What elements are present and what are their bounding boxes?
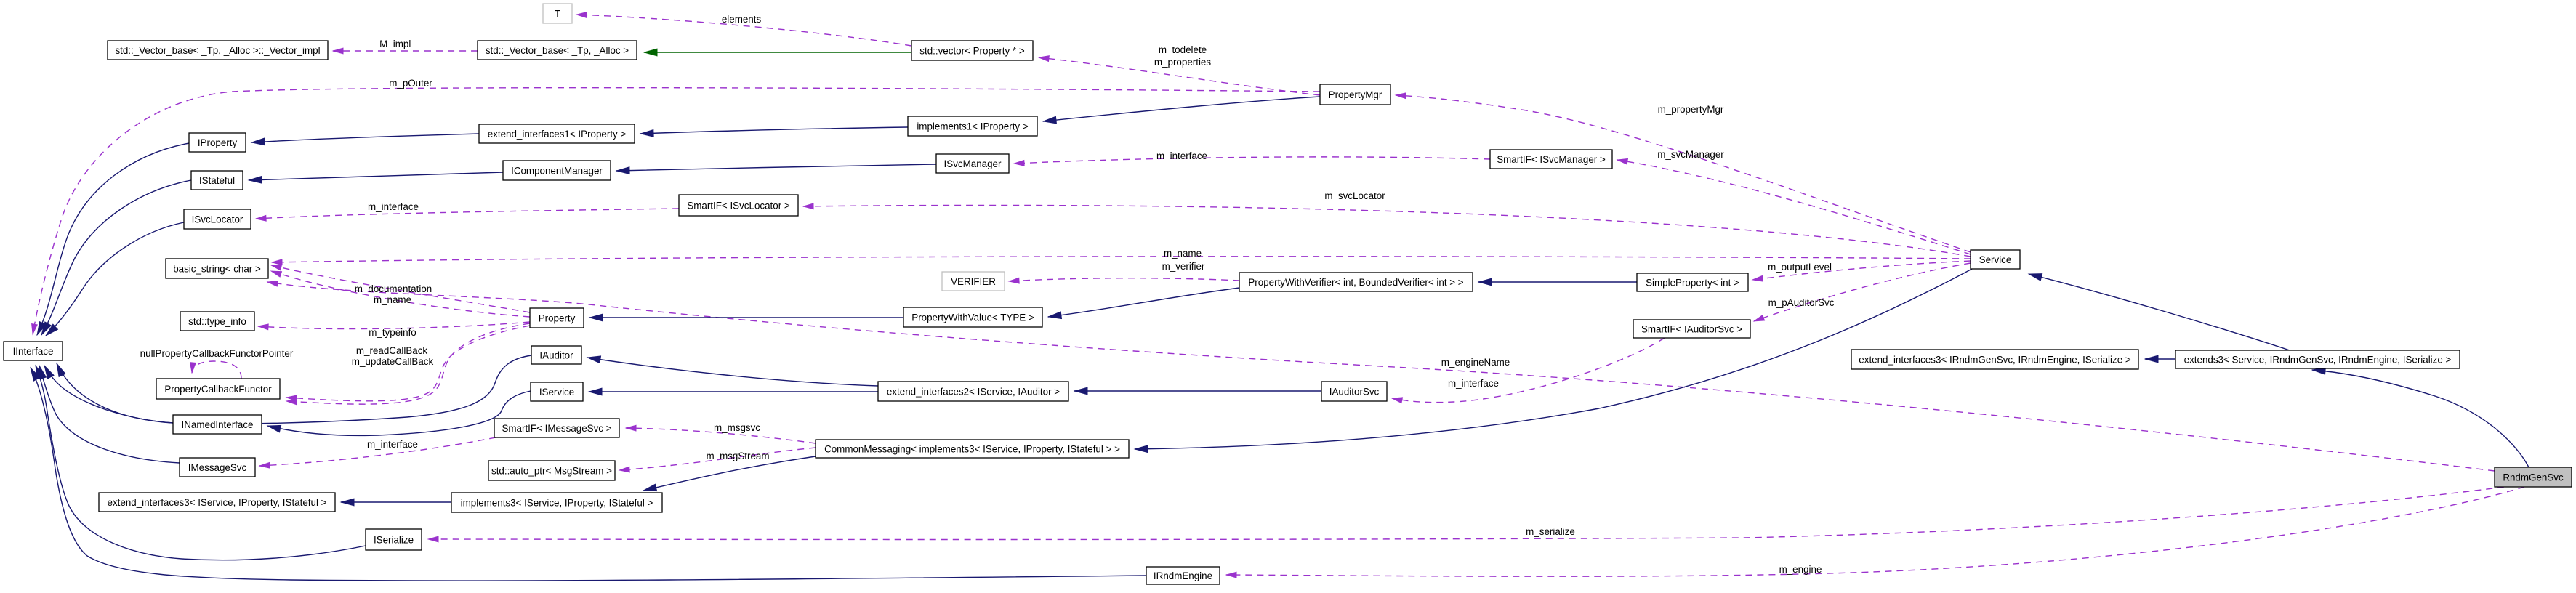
svg-text:ISvcManager: ISvcManager [944,158,1002,169]
svg-text:IComponentManager: IComponentManager [511,165,603,176]
svg-text:extend_interfaces3< IService,: extend_interfaces3< IService, IProperty,… [108,497,327,508]
svg-text:m_msgStream: m_msgStream [706,451,769,461]
svg-text:RndmGenSvc: RndmGenSvc [2503,472,2564,483]
svg-text:SimpleProperty< int >: SimpleProperty< int > [1646,277,1739,288]
svg-text:extends3< Service, IRndmGenSvc: extends3< Service, IRndmGenSvc, IRndmEng… [2184,354,2452,365]
svg-text:m_name: m_name [1164,248,1202,259]
svg-text:m_documentation: m_documentation [355,283,432,294]
svg-text:SmartIF< IMessageSvc >: SmartIF< IMessageSvc > [502,423,611,434]
svg-text:nullPropertyCallbackFunctorPoi: nullPropertyCallbackFunctorPointer [140,348,294,359]
svg-text:PropertyMgr: PropertyMgr [1329,89,1382,100]
svg-text:Property: Property [539,312,576,323]
svg-text:PropertyCallbackFunctor: PropertyCallbackFunctor [164,384,272,395]
svg-text:m_pAuditorSvc: m_pAuditorSvc [1768,297,1835,308]
svg-text:std::vector< Property * >: std::vector< Property * > [919,45,1025,56]
svg-text:INamedInterface: INamedInterface [182,419,254,430]
svg-text:m_serialize: m_serialize [1526,526,1575,537]
svg-text:ISvcLocator: ISvcLocator [192,214,243,225]
svg-text:VERIFIER: VERIFIER [951,276,996,287]
svg-text:m_outputLevel: m_outputLevel [1768,262,1832,273]
svg-text:ISerialize: ISerialize [374,534,414,545]
svg-text:elements: elements [722,14,762,25]
svg-text:m_interface: m_interface [367,439,418,450]
svg-text:IAuditorSvc: IAuditorSvc [1329,386,1380,397]
svg-text:IInterface: IInterface [13,346,54,357]
svg-text:m_engineName: m_engineName [1441,357,1510,368]
svg-text:std::_Vector_base< _Tp, _Alloc: std::_Vector_base< _Tp, _Alloc > [486,45,629,56]
svg-text:basic_string< char >: basic_string< char > [173,263,261,274]
svg-text:m_pOuter: m_pOuter [389,78,432,89]
svg-text:IProperty: IProperty [198,137,238,148]
svg-text:IAuditor: IAuditor [539,350,573,360]
svg-text:extend_interfaces3< IRndmGenSv: extend_interfaces3< IRndmGenSvc, IRndmEn… [1859,354,2131,365]
svg-text:_M_impl: _M_impl [374,39,411,49]
svg-text:m_svcLocator: m_svcLocator [1324,190,1385,201]
svg-text:m_interface: m_interface [368,201,419,212]
svg-text:std::auto_ptr< MsgStream >: std::auto_ptr< MsgStream > [491,465,612,476]
svg-text:std::_Vector_base< _Tp, _Alloc: std::_Vector_base< _Tp, _Alloc >::_Vecto… [115,45,320,56]
svg-text:IStateful: IStateful [199,175,235,186]
svg-text:SmartIF< ISvcLocator >: SmartIF< ISvcLocator > [687,200,790,211]
svg-text:m_verifier: m_verifier [1162,261,1205,272]
svg-text:SmartIF< IAuditorSvc >: SmartIF< IAuditorSvc > [1641,323,1742,334]
svg-text:IMessageSvc: IMessageSvc [188,462,247,473]
svg-text:m_interface: m_interface [1448,378,1499,389]
svg-text:PropertyWithVerifier< int, Bou: PropertyWithVerifier< int, BoundedVerifi… [1248,277,1463,288]
svg-text:IRndmEngine: IRndmEngine [1154,570,1212,581]
svg-text:PropertyWithValue< TYPE >: PropertyWithValue< TYPE > [911,312,1034,323]
svg-text:m_typeinfo: m_typeinfo [369,327,416,338]
svg-text:IService: IService [539,387,574,398]
svg-text:m_propertyMgr: m_propertyMgr [1658,104,1724,115]
svg-text:m_msgsvc: m_msgsvc [714,422,760,433]
svg-text:m_name: m_name [374,294,411,305]
svg-text:extend_interfaces2< IService,: extend_interfaces2< IService, IAuditor > [887,386,1060,397]
svg-text:CommonMessaging< implements3<: CommonMessaging< implements3< IService, … [824,443,1120,454]
svg-text:m_todelete: m_todelete [1159,44,1207,55]
svg-text:SmartIF< ISvcManager >: SmartIF< ISvcManager > [1497,154,1606,165]
svg-text:m_engine: m_engine [1779,564,1822,575]
svg-text:implements3< IService, IProper: implements3< IService, IProperty, IState… [461,497,653,508]
svg-text:Service: Service [1979,254,2012,265]
svg-text:m_readCallBack: m_readCallBack [356,345,428,356]
svg-text:m_updateCallBack: m_updateCallBack [352,356,434,367]
svg-text:extend_interfaces1< IProperty: extend_interfaces1< IProperty > [488,129,627,140]
svg-text:T: T [555,8,560,19]
svg-text:m_svcManager: m_svcManager [1657,149,1724,160]
svg-text:implements1< IProperty >: implements1< IProperty > [917,121,1028,132]
svg-text:std::type_info: std::type_info [188,316,246,327]
svg-text:m_interface: m_interface [1156,150,1207,161]
svg-text:m_properties: m_properties [1154,57,1211,68]
